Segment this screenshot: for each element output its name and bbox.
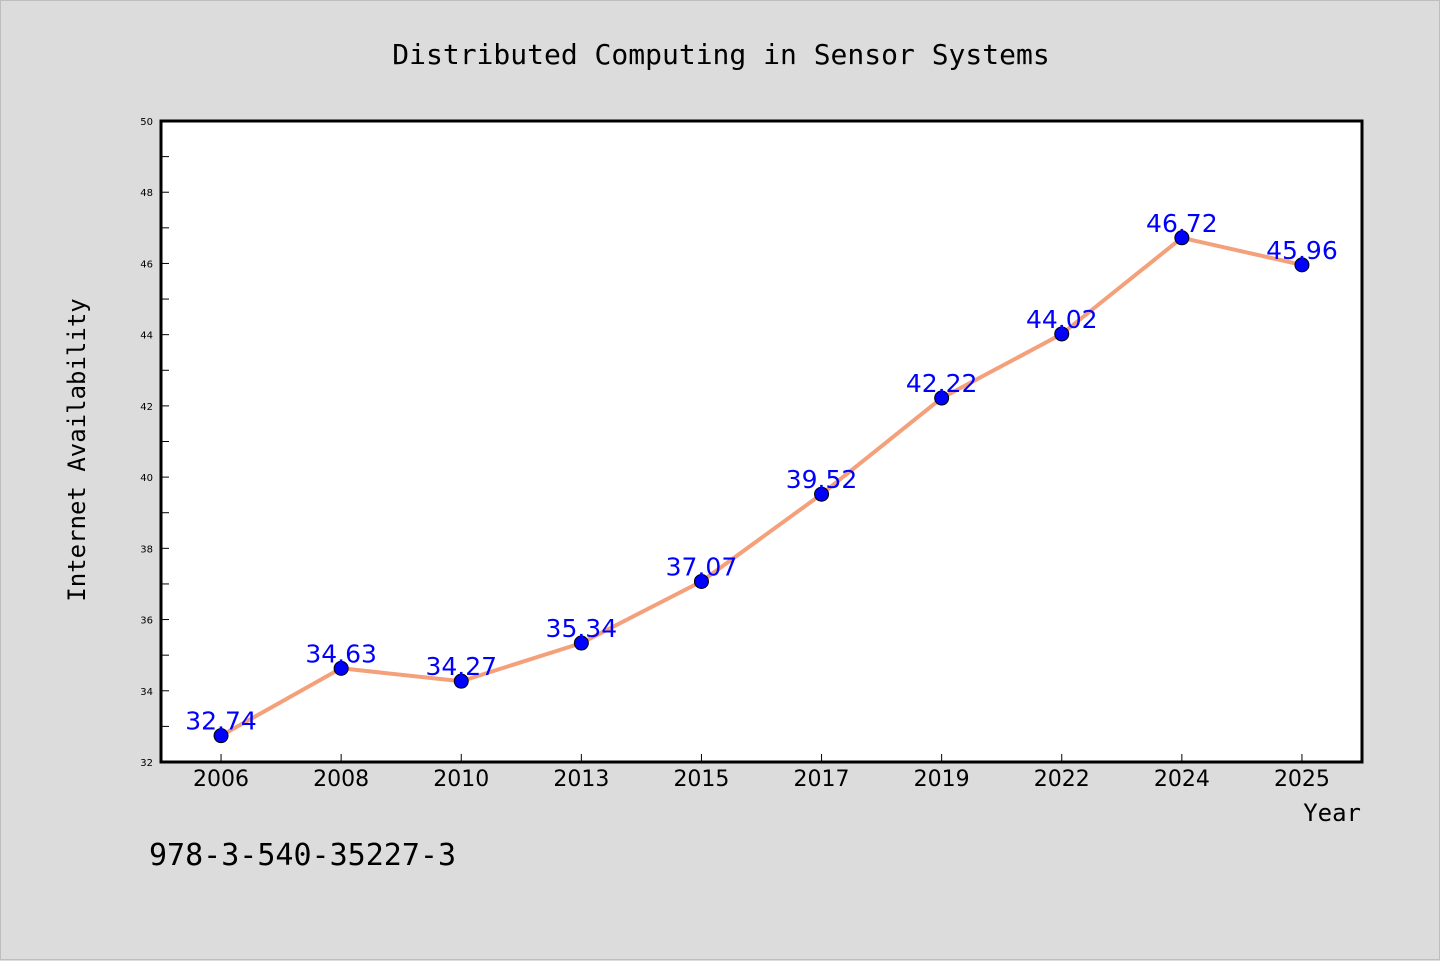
data-point-label: 34.27	[425, 652, 497, 681]
y-tick-label: 34	[140, 687, 153, 698]
data-point-label: 37.07	[666, 552, 738, 581]
data-point-marker	[934, 390, 950, 406]
x-tick-label: 2022	[1034, 767, 1090, 792]
data-point-label: 46.72	[1146, 209, 1218, 238]
data-point-marker	[1294, 257, 1310, 273]
y-tick-label: 44	[140, 331, 153, 342]
data-point-marker	[213, 728, 229, 744]
data-point-marker	[453, 673, 469, 689]
data-point-label: 42.22	[906, 369, 978, 398]
x-axis-label: Year	[1303, 799, 1361, 827]
data-point-marker	[1054, 326, 1070, 342]
plot-area	[159, 119, 1364, 764]
x-axis-ticks: 2006 2008 2010 2013 2015 2017 2019 2022 2024 2025	[193, 754, 1330, 792]
y-tick-label: 40	[140, 473, 153, 484]
data-point-label: 45.96	[1266, 236, 1338, 265]
chart-title: Distributed Computing in Sensor Systems	[392, 38, 1049, 71]
x-tick-label: 2019	[914, 767, 970, 792]
x-tick-label: 2017	[794, 767, 850, 792]
x-tick-label: 2013	[553, 767, 609, 792]
y-tick-label: 50	[140, 117, 153, 128]
data-labels: 32.74 34.63 34.27 35.34 37.07 39.52 42.22 44.02…	[185, 209, 1337, 736]
x-tick-label: 2025	[1274, 767, 1330, 792]
x-tick-label: 2015	[673, 767, 729, 792]
data-point-marker	[573, 635, 589, 651]
y-tick-label: 46	[140, 259, 153, 270]
data-point-label: 32.74	[185, 707, 257, 736]
x-tick-label: 2010	[433, 767, 489, 792]
data-point-marker	[814, 486, 830, 502]
x-tick-label: 2008	[313, 767, 369, 792]
data-point-marker	[1174, 230, 1190, 246]
series-line	[219, 235, 1304, 738]
y-tick-label: 42	[140, 402, 153, 413]
y-axis-label: Internet Availability	[63, 298, 91, 601]
y-tick-label: 48	[140, 188, 153, 199]
x-tick-label: 2024	[1154, 767, 1210, 792]
data-point-label: 39.52	[786, 465, 858, 494]
data-point-label: 34.63	[305, 639, 377, 668]
x-tick-label: 2006	[193, 767, 249, 792]
y-tick-label: 38	[140, 544, 153, 555]
y-axis-ticks: 32 34 36 38 40 42 44 46 48 50	[140, 117, 169, 769]
data-markers	[213, 230, 1310, 744]
data-point-label: 35.34	[546, 614, 618, 643]
isbn-footnote: 978-3-540-35227-3	[149, 838, 456, 873]
data-point-marker	[693, 573, 709, 589]
y-tick-label: 36	[140, 616, 153, 627]
data-point-label: 44.02	[1026, 305, 1098, 334]
data-point-marker	[333, 660, 349, 676]
y-tick-label: 32	[140, 758, 153, 769]
